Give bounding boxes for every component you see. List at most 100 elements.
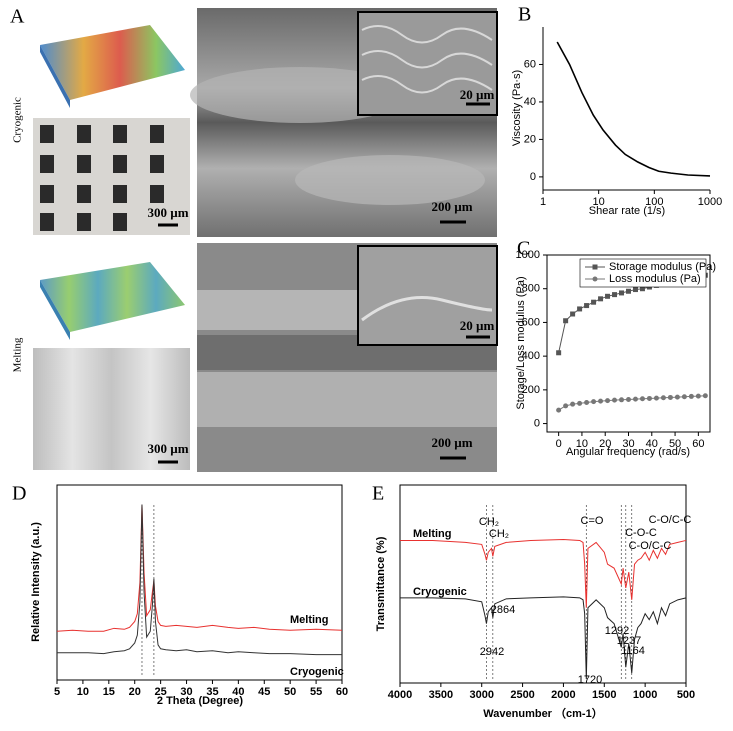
x-tick-label: 30 — [622, 438, 634, 450]
marker — [584, 400, 590, 405]
x-tick-label: 50 — [284, 686, 296, 698]
legend-marker — [592, 264, 598, 270]
y-tick-label: 0 — [534, 417, 540, 429]
y-tick-label: 200 — [522, 384, 540, 396]
panel-letter: B — [518, 4, 531, 26]
x-tick-label: 10 — [576, 438, 588, 450]
marker — [688, 393, 694, 399]
y-axis-label: Storage/Loss modulus (Pa) — [515, 276, 527, 409]
y-tick-label: 400 — [522, 350, 540, 362]
series-label: Melting — [290, 614, 329, 626]
marker — [632, 287, 638, 293]
photo — [33, 348, 190, 470]
scale-label: 200 µm — [431, 199, 472, 214]
annotation: CH₂ — [479, 516, 499, 528]
x-tick-label: 20 — [129, 686, 141, 698]
annotation: 1292 — [605, 625, 629, 637]
marker — [674, 394, 680, 400]
x-tick-label: 50 — [669, 438, 681, 450]
marker — [612, 292, 618, 298]
marker — [626, 396, 631, 402]
marker — [619, 290, 625, 296]
x-tick-label: 35 — [206, 686, 218, 698]
scale-label: 20 µm — [460, 318, 495, 333]
series-label: Cryogenic — [290, 666, 344, 678]
x-tick-label: 45 — [258, 686, 270, 698]
panel-letter: A — [10, 6, 25, 28]
y-tick-label: 40 — [524, 96, 536, 108]
y-tick-label: 1000 — [516, 249, 540, 261]
series-line — [400, 596, 687, 680]
plot-frame — [56, 484, 343, 681]
marker — [605, 293, 611, 299]
annotation: 1720 — [578, 674, 602, 686]
y-tick-label: 20 — [524, 133, 536, 145]
x-tick-label: 3500 — [429, 689, 453, 701]
marker — [626, 288, 631, 294]
marker — [563, 318, 569, 324]
plot-frame — [399, 484, 687, 684]
annotation: CH₂ — [489, 528, 509, 540]
x-tick-label: 4000 — [388, 689, 412, 701]
surface-map — [40, 25, 185, 108]
marker — [702, 393, 708, 399]
y-tick-label: 800 — [522, 283, 540, 295]
x-tick-label: 1000 — [633, 689, 657, 701]
y-tick-label: 600 — [522, 316, 540, 328]
marker — [667, 394, 673, 400]
series-line — [57, 504, 342, 656]
marker — [563, 403, 569, 409]
x-axis-label: Angular frequency (rad/s) — [566, 446, 690, 458]
x-tick-label: 55 — [310, 686, 322, 698]
marker — [639, 396, 645, 402]
marker — [612, 397, 618, 403]
marker — [653, 395, 659, 401]
x-tick-label: 2000 — [551, 689, 575, 701]
x-axis-label: Shear rate (1/s) — [589, 205, 665, 217]
marker — [632, 396, 638, 402]
x-tick-label: 10 — [593, 196, 605, 208]
series-line — [558, 395, 706, 411]
x-tick-label: 40 — [232, 686, 244, 698]
annotation: 1164 — [621, 645, 645, 657]
x-tick-label: 20 — [599, 438, 611, 450]
x-tick-label: 0 — [556, 438, 562, 450]
panel-letter: D — [12, 483, 26, 505]
marker — [619, 397, 625, 403]
annotation: C-O-C — [625, 527, 657, 539]
legend-marker — [592, 276, 598, 282]
x-tick-label: 2500 — [510, 689, 534, 701]
legend-label: Loss modulus (Pa) — [609, 273, 701, 285]
sem-image — [190, 8, 498, 237]
annotation: C-O/C-C — [629, 540, 672, 552]
x-tick-label: 1500 — [592, 689, 616, 701]
annotation: 1237 — [617, 635, 641, 647]
annotation: 2942 — [480, 646, 504, 658]
surface-map — [40, 262, 185, 340]
legend-label: Storage modulus (Pa) — [609, 261, 716, 273]
marker — [570, 311, 576, 317]
scale-label: 20 µm — [460, 87, 495, 102]
x-tick-label: 100 — [645, 196, 663, 208]
series-label: Melting — [413, 528, 452, 540]
marker — [646, 395, 652, 401]
marker — [584, 303, 590, 309]
x-tick-label: 60 — [692, 438, 704, 450]
series-label: Cryogenic — [413, 586, 467, 598]
x-tick-label: 30 — [180, 686, 192, 698]
marker — [639, 286, 645, 292]
marker — [591, 299, 597, 305]
x-tick-label: 1000 — [698, 196, 722, 208]
y-axis-label: Relative Intensity (a.u.) — [30, 522, 42, 642]
annotation: C-O/C-C — [649, 514, 692, 526]
scale-label: 300 µm — [147, 441, 188, 456]
scale-label: 300 µm — [147, 205, 188, 220]
scale-label: 200 µm — [431, 435, 472, 450]
x-tick-label: 40 — [646, 438, 658, 450]
marker — [556, 350, 562, 356]
marker — [598, 398, 604, 404]
x-tick-label: 500 — [677, 689, 695, 701]
photo — [33, 118, 190, 235]
marker — [660, 395, 666, 401]
